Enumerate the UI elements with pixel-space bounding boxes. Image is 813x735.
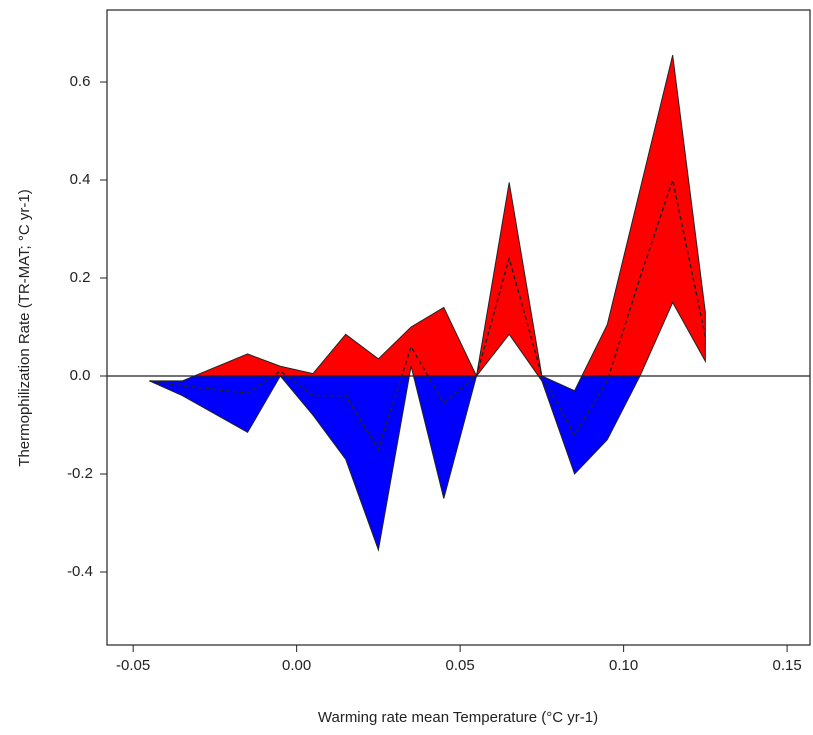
x-axis-label: Warming rate mean Temperature (°C yr-1) [318,709,598,726]
x-tick-label: 0.15 [773,657,802,674]
y-tick-label: -0.4 [67,563,93,580]
plot-frame [106,9,811,646]
y-tick-label: 0.6 [70,73,91,90]
x-tick-label: -0.05 [116,657,150,674]
band-outline [149,54,706,552]
y-axis-label: Thermophilization Rate (TR-MAT; °C yr-1) [16,189,33,466]
y-tick-label: 0.2 [70,269,91,286]
x-tick-label: 0.05 [446,657,475,674]
mean-line [149,177,707,452]
y-tick-label: -0.2 [67,465,93,482]
x-tick-label: 0.00 [282,657,311,674]
band-below [149,376,640,550]
y-tick-label: 0.4 [70,171,91,188]
x-tick-label: 0.10 [609,657,638,674]
y-tick-label: 0.0 [70,367,91,384]
band-above [194,55,706,377]
